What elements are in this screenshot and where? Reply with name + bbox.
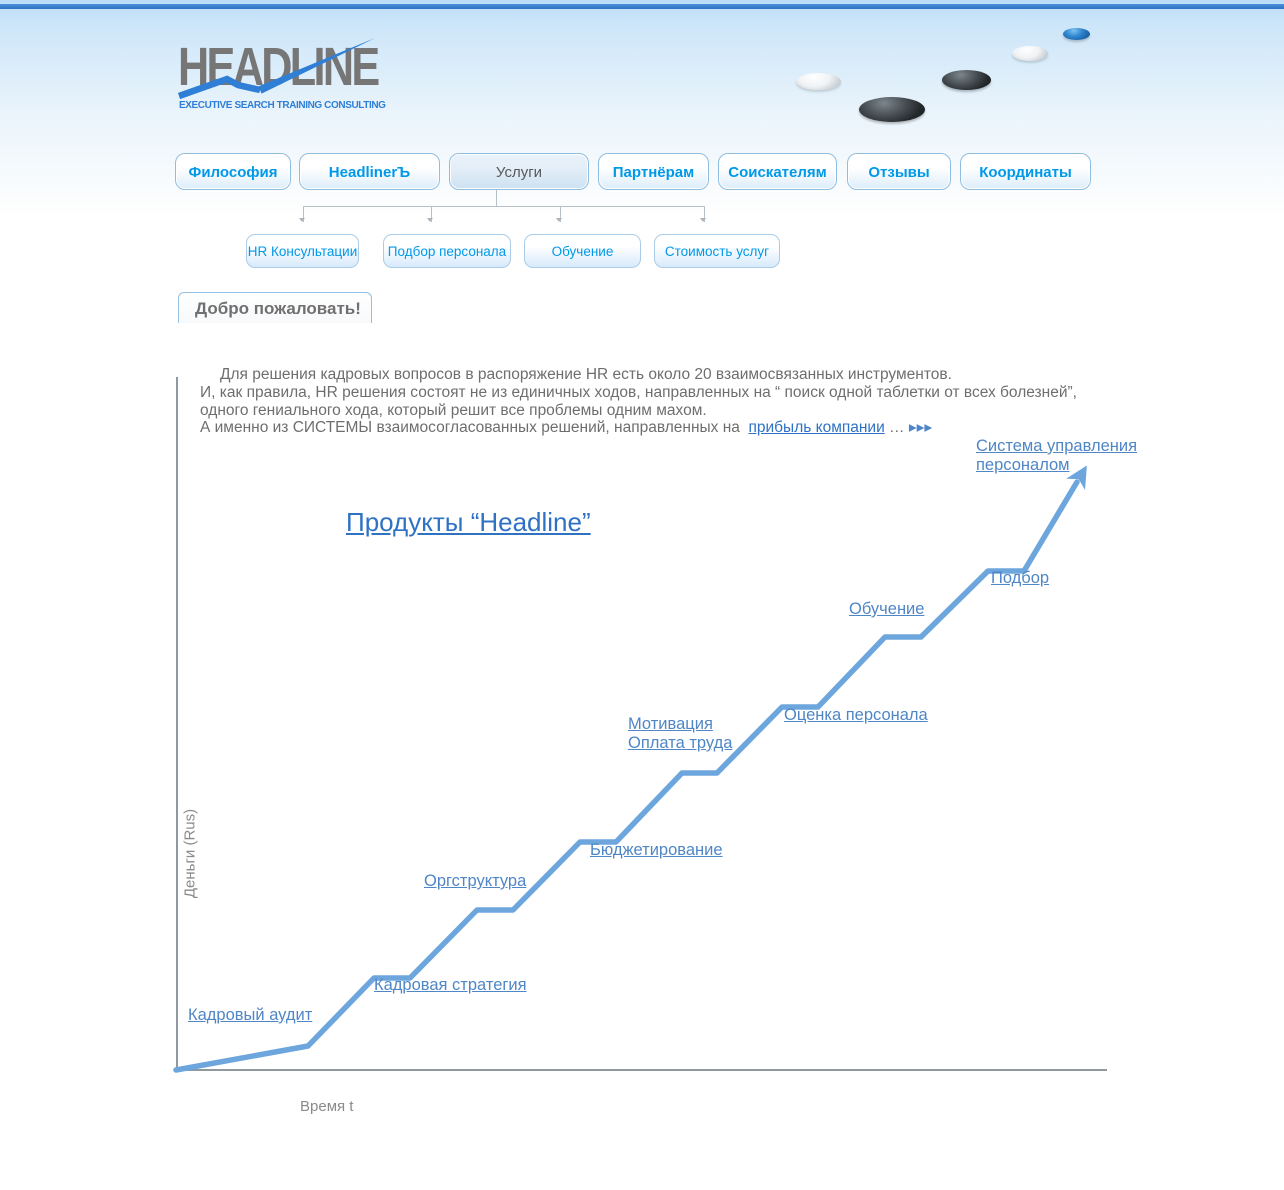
svg-text:EXECUTIVE SEARCH TRAINING CO: EXECUTIVE SEARCH TRAINING CONSULTING: [179, 100, 386, 111]
